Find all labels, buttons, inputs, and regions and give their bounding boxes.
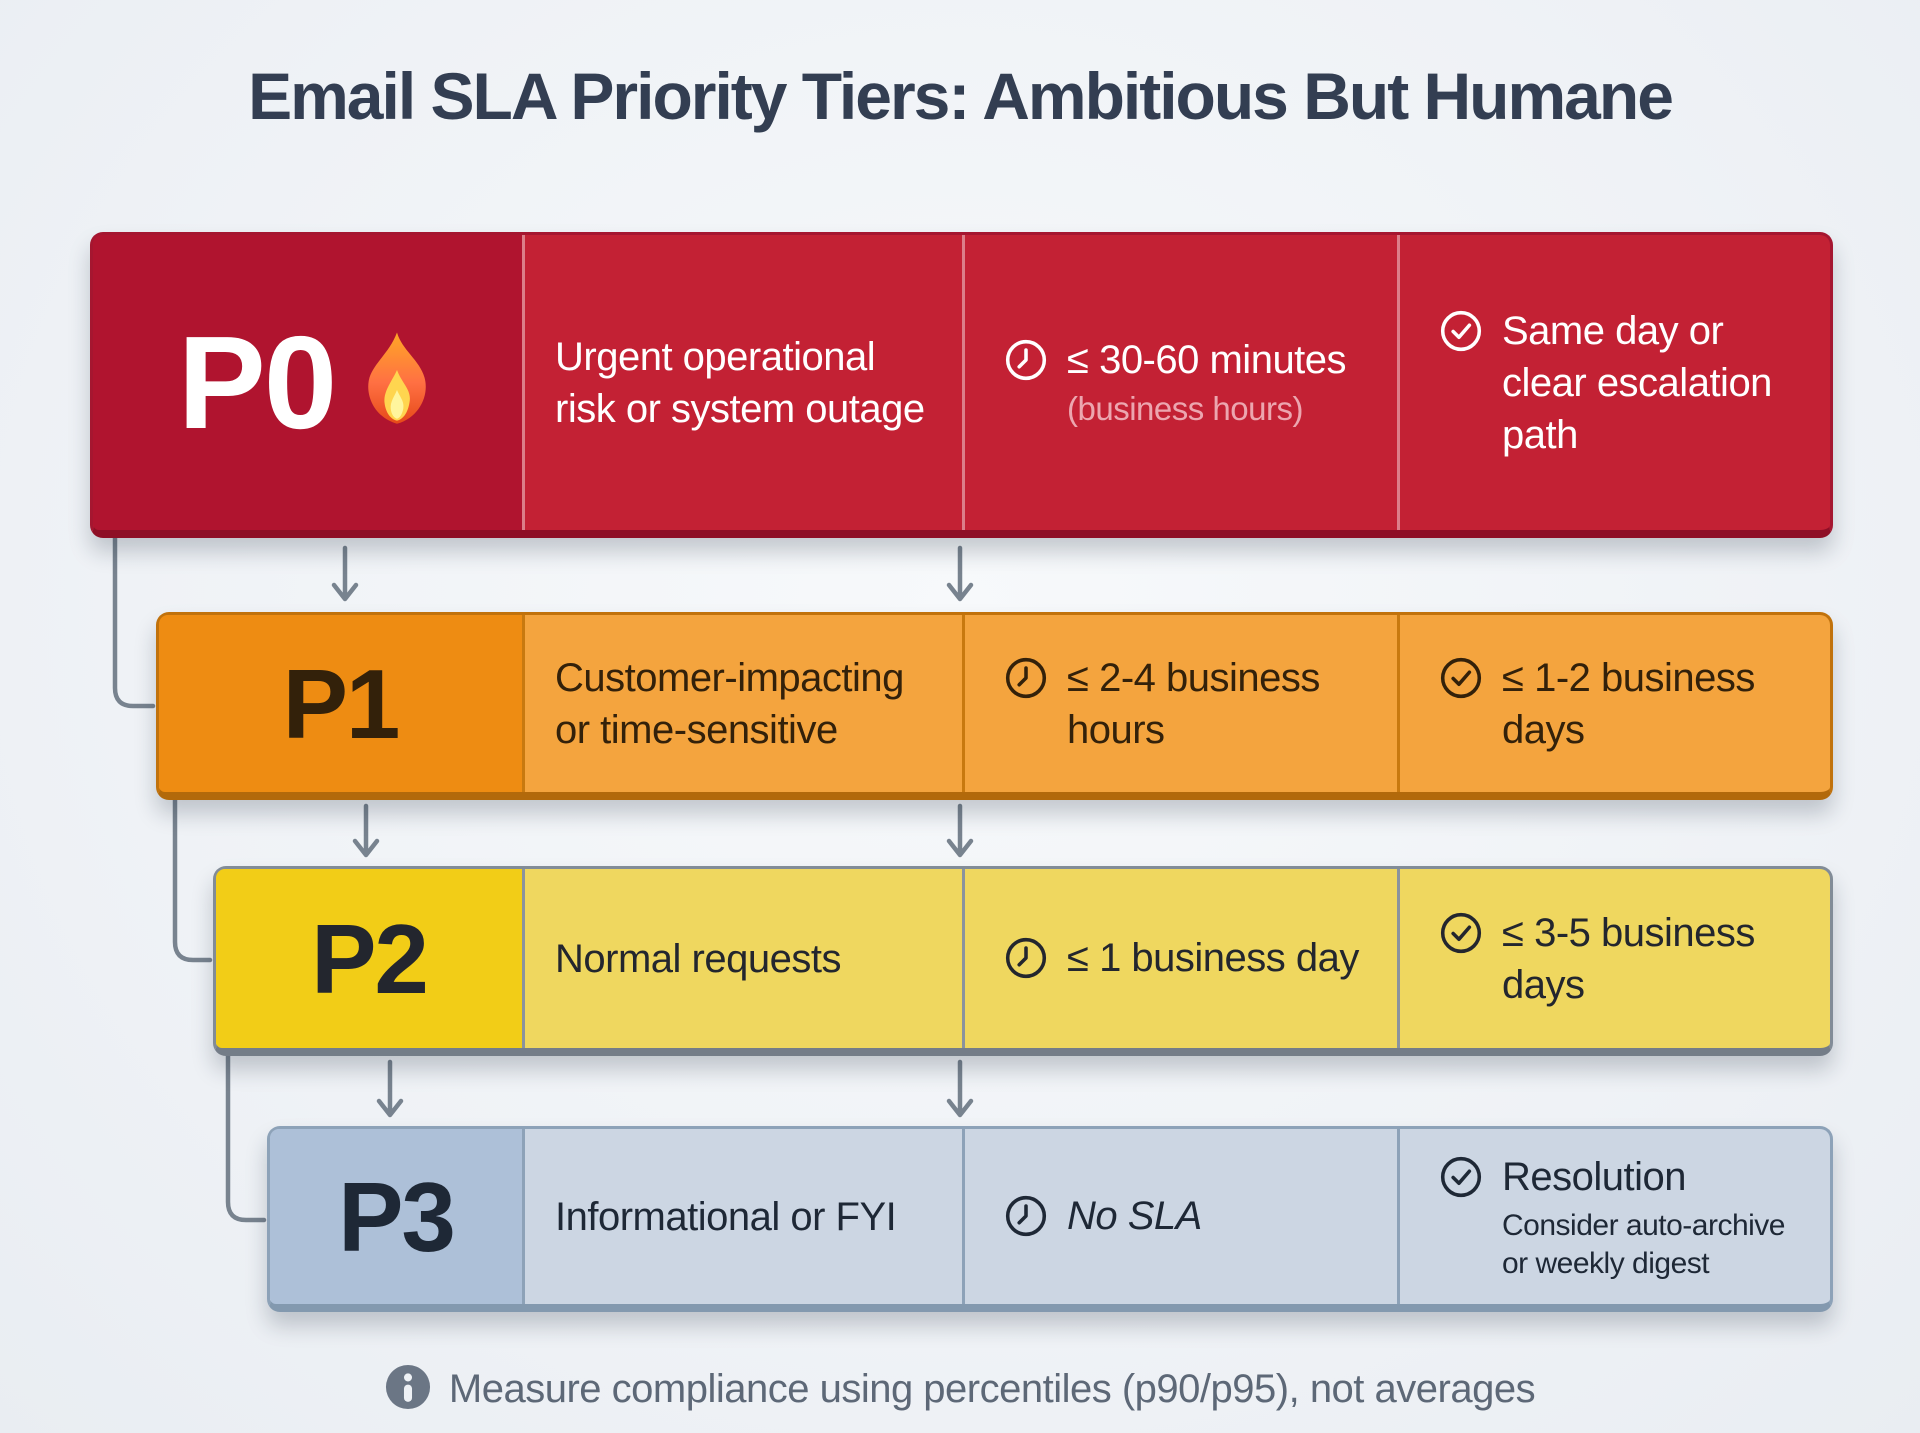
arrow-p0-p1-left: [331, 545, 359, 602]
elbow-connector-p0-p1: [112, 532, 156, 709]
tier-p1-resolution-cell: ≤ 1-2 business days: [1397, 615, 1830, 792]
tier-p2-resolution: ≤ 3-5 business days: [1502, 910, 1755, 1007]
tier-p3-resolution-cell: Resolution Consider auto-archive or week…: [1397, 1129, 1830, 1304]
arrow-p0-p1-mid: [946, 545, 974, 602]
tier-p3-resolution: Resolution: [1502, 1155, 1687, 1199]
tier-p1-description-cell: Customer-impacting or time-sensitive: [522, 615, 962, 792]
tier-row-p1: P1 Customer-impacting or time-sensitive …: [156, 612, 1833, 800]
tier-p3-resolution-note: Consider auto-archive or weekly digest: [1502, 1209, 1785, 1280]
footnote-text: Measure compliance using percentiles (p9…: [448, 1367, 1536, 1411]
arrow-p1-p2-mid: [946, 803, 974, 858]
tier-p2-description: Normal requests: [555, 936, 841, 981]
tier-row-p2: P2 Normal requests ≤ 1 business day ≤ 3-: [213, 866, 1833, 1056]
tier-p3-response-cell: No SLA: [962, 1129, 1397, 1304]
info-icon: [385, 1364, 431, 1415]
clock-icon: [1003, 337, 1049, 388]
tier-p3-description-cell: Informational or FYI: [522, 1129, 962, 1304]
tier-p3-response: No SLA: [1067, 1193, 1202, 1238]
arrow-p2-p3-mid: [946, 1059, 974, 1118]
check-circle-icon: [1438, 1154, 1484, 1205]
check-circle-icon: [1438, 655, 1484, 706]
clock-icon: [1003, 1193, 1049, 1244]
tier-p2-label: P2: [311, 903, 429, 1014]
tier-p2-response-cell: ≤ 1 business day: [962, 869, 1397, 1048]
tier-p0-response-cell: ≤ 30-60 minutes (business hours): [962, 235, 1397, 530]
tier-p0-response-note: (business hours): [1067, 390, 1303, 428]
footnote: Measure compliance using percentiles (p9…: [0, 1364, 1920, 1415]
tier-p2-resolution-cell: ≤ 3-5 business days: [1397, 869, 1830, 1048]
check-circle-icon: [1438, 910, 1484, 961]
check-circle-icon: [1438, 308, 1484, 359]
tier-p1-label: P1: [282, 648, 401, 759]
elbow-connector-p2-p3: [225, 1050, 267, 1223]
tier-row-p0: P0 Urgent operational risk or system out…: [90, 232, 1833, 538]
tier-p3-description: Informational or FYI: [555, 1194, 897, 1239]
tier-p2-response: ≤ 1 business day: [1067, 935, 1359, 980]
tier-p0-label: P0: [177, 308, 337, 456]
tier-p3-label: P3: [338, 1161, 456, 1272]
tier-p2-description-cell: Normal requests: [522, 869, 962, 1048]
page-title: Email SLA Priority Tiers: Ambitious But …: [248, 59, 1674, 133]
elbow-connector-p1-p2: [172, 794, 213, 963]
tier-p0-label-cell: P0: [93, 235, 522, 530]
tier-p0-resolution: Same day or clear escalation path: [1502, 308, 1772, 457]
tier-p0-resolution-cell: Same day or clear escalation path: [1397, 235, 1830, 530]
arrow-p1-p2-left: [352, 803, 380, 858]
clock-icon: [1003, 935, 1049, 986]
tier-p1-resolution: ≤ 1-2 business days: [1502, 655, 1755, 752]
tier-p1-label-cell: P1: [159, 615, 522, 792]
tier-p1-response: ≤ 2-4 business hours: [1067, 655, 1320, 752]
tier-p0-description-cell: Urgent operational risk or system outage: [522, 235, 962, 530]
clock-icon: [1003, 655, 1049, 706]
tier-p0-description: Urgent operational risk or system outage: [555, 334, 925, 431]
tier-p1-description: Customer-impacting or time-sensitive: [555, 655, 904, 752]
tier-p3-label-cell: P3: [270, 1129, 522, 1304]
tier-p0-response: ≤ 30-60 minutes: [1067, 338, 1347, 383]
arrow-p2-p3-left: [376, 1059, 404, 1118]
flame-icon: [357, 330, 437, 435]
tier-p2-label-cell: P2: [216, 869, 522, 1048]
tier-p1-response-cell: ≤ 2-4 business hours: [962, 615, 1397, 792]
tier-row-p3: P3 Informational or FYI No SLA Resolutio: [267, 1126, 1833, 1312]
